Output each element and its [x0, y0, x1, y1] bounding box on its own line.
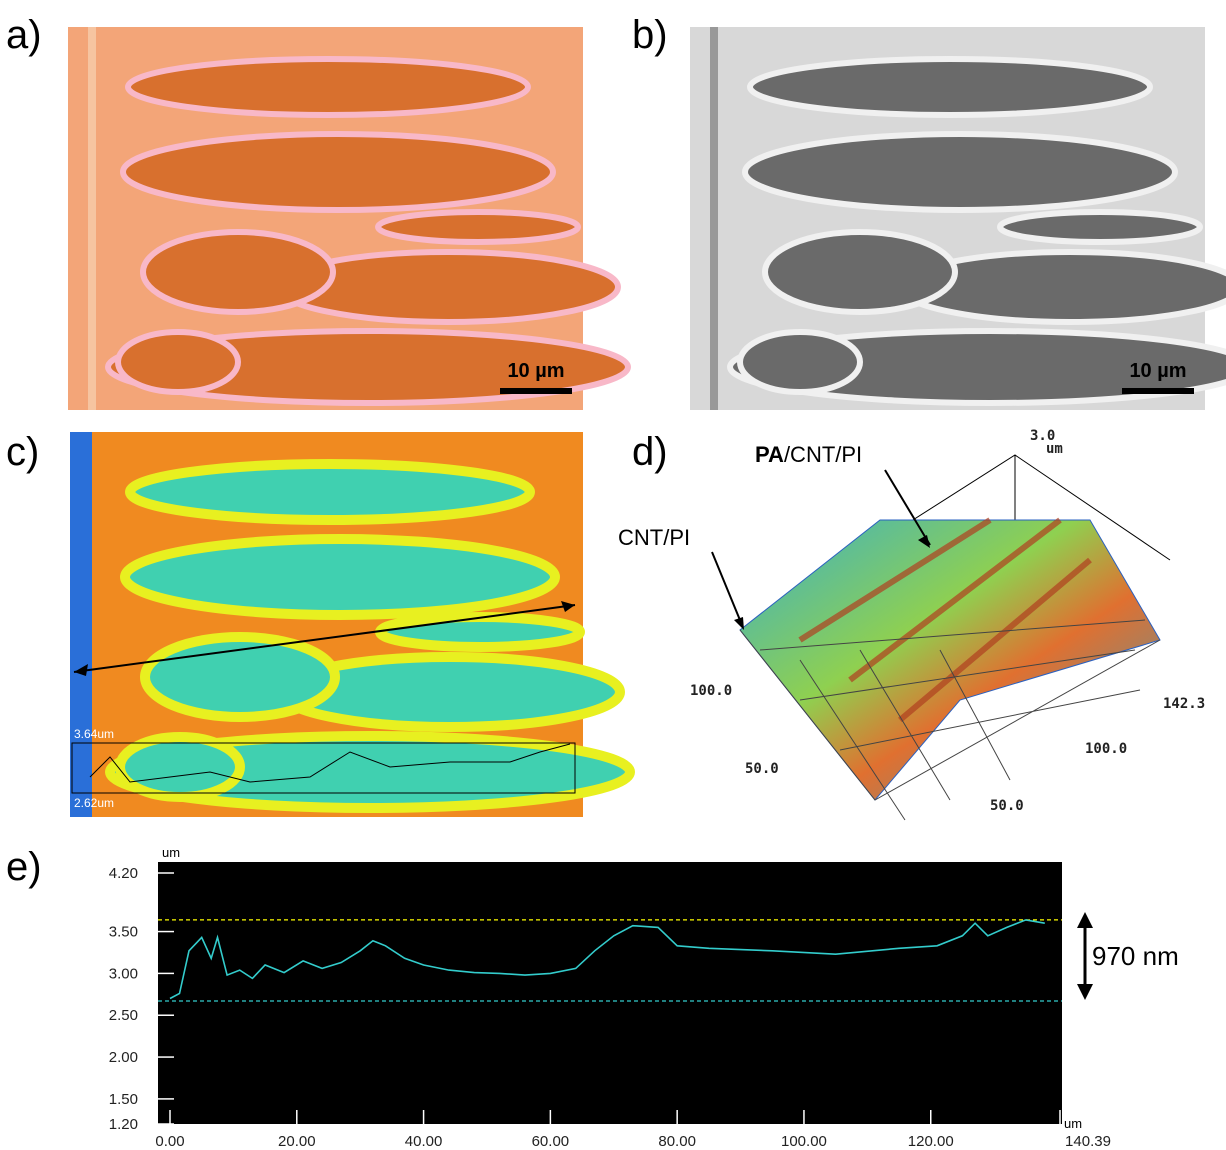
y-tick-label: 2.00: [109, 1049, 138, 1066]
y-tick-label: 3.00: [109, 965, 138, 982]
x-tick-label: 100.00: [781, 1133, 827, 1150]
x-tick-label: 60.00: [532, 1133, 570, 1150]
x-tick-label: 120.00: [908, 1133, 954, 1150]
height-map: 3.64um 2.62um: [70, 432, 630, 817]
x-tick-label: 80.00: [658, 1133, 696, 1150]
y-tick-label: 1.20: [109, 1116, 138, 1133]
axis-label-3d: 100.0: [1085, 741, 1127, 757]
annotation-bold: PA: [755, 442, 784, 467]
x-tick-label: 40.00: [405, 1133, 443, 1150]
axis-label-3d: 50.0: [745, 761, 779, 777]
annotation-rest: /CNT/PI: [784, 442, 862, 467]
y-tick-label: 4.20: [109, 865, 138, 882]
annotation: 970 nm: [1092, 941, 1179, 971]
double-arrow: [1077, 912, 1093, 1000]
y-tick-label: 1.50: [109, 1091, 138, 1108]
surface-3d: PA/CNT/PI CNT/PI 3.0 um 100.0 142.3 50.0…: [618, 428, 1205, 821]
axis-label-3d: 100.0: [690, 683, 732, 699]
y-unit: um: [162, 845, 180, 860]
x-tick-label: 0.00: [155, 1133, 184, 1150]
max-label: 3.64um: [74, 727, 114, 741]
panel-label: a): [6, 13, 42, 57]
micrograph-b: 10 µm: [690, 27, 1226, 410]
min-label: 2.62um: [74, 796, 114, 810]
micrograph-a: 10 µm: [68, 27, 628, 410]
scale-bar-label: 10 µm: [507, 360, 564, 382]
panel-label: c): [6, 430, 39, 474]
annotation: PA/CNT/PI: [755, 442, 862, 467]
scale-bar-label: 10 µm: [1129, 360, 1186, 382]
x-tick-label: 140.39: [1065, 1133, 1111, 1150]
axis-label-3d: 3.0: [1030, 428, 1055, 444]
x-unit: um: [1064, 1116, 1082, 1131]
axis-unit-3d: um: [1046, 441, 1063, 457]
panel-label: d): [632, 430, 668, 474]
y-tick-label: 2.50: [109, 1007, 138, 1024]
y-tick-label: 3.50: [109, 924, 138, 941]
axis-label-3d: 50.0: [990, 798, 1024, 814]
profile-line: [169, 919, 1045, 1000]
panel-label: b): [632, 13, 668, 57]
x-tick-label: 20.00: [278, 1133, 316, 1150]
panel-label: e): [6, 845, 42, 889]
plot-area: [158, 862, 1062, 1124]
annotation: CNT/PI: [618, 525, 690, 550]
axis-label-3d: 142.3: [1163, 696, 1205, 712]
